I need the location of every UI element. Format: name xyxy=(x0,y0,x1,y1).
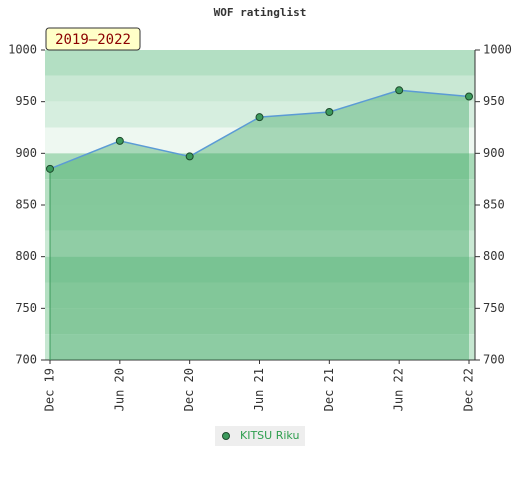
background-band xyxy=(45,205,475,231)
y2-tick-label: 750 xyxy=(483,301,505,315)
y-tick-label: 900 xyxy=(15,146,37,160)
y-tick-label: 700 xyxy=(15,353,37,367)
background-band xyxy=(45,179,475,205)
marker xyxy=(46,164,54,173)
annotation: 2019–2022 xyxy=(55,32,131,48)
x-tick-label: Jun 21 xyxy=(252,368,266,411)
y-tick-label: 1000 xyxy=(8,43,37,57)
background-band xyxy=(45,75,475,102)
x-tick-label: Dec 22 xyxy=(462,368,476,411)
background-band xyxy=(45,308,475,335)
marker xyxy=(395,86,404,95)
x-tick-label: Jun 22 xyxy=(392,368,406,411)
y2-tick-label: 900 xyxy=(483,146,505,160)
area xyxy=(50,90,469,361)
chart-title: WOF ratinglist xyxy=(214,6,307,19)
legend-box xyxy=(215,426,305,446)
background-band xyxy=(45,334,475,360)
background-band xyxy=(45,50,475,76)
background-band xyxy=(45,153,475,180)
y-tick-label: 800 xyxy=(15,249,37,263)
x-tick-label: Dec 21 xyxy=(322,368,336,411)
marker xyxy=(325,108,334,116)
legend-marker xyxy=(222,432,230,440)
marker xyxy=(115,136,124,145)
background-band xyxy=(45,256,475,283)
background-band xyxy=(45,282,475,309)
x-tick-label: Dec 19 xyxy=(43,368,57,411)
y2-tick-label: 850 xyxy=(483,198,505,212)
x-tick-label: Dec 20 xyxy=(182,368,196,411)
y2-tick-label: 950 xyxy=(483,94,505,108)
marker xyxy=(185,152,194,161)
legend-label: KITSU Riku xyxy=(240,429,299,442)
marker xyxy=(465,92,473,101)
y-tick-label: 850 xyxy=(15,198,37,212)
y-tick-label: 750 xyxy=(15,301,37,315)
y-tick-label: 950 xyxy=(15,94,37,108)
marker xyxy=(255,113,264,122)
y2-tick-label: 800 xyxy=(483,249,505,263)
background-band xyxy=(45,230,475,257)
x-tick-label: Jun 20 xyxy=(112,368,126,411)
y2-tick-label: 1000 xyxy=(483,43,512,57)
annotation-box xyxy=(45,27,141,51)
y2-tick-label: 700 xyxy=(483,353,505,367)
